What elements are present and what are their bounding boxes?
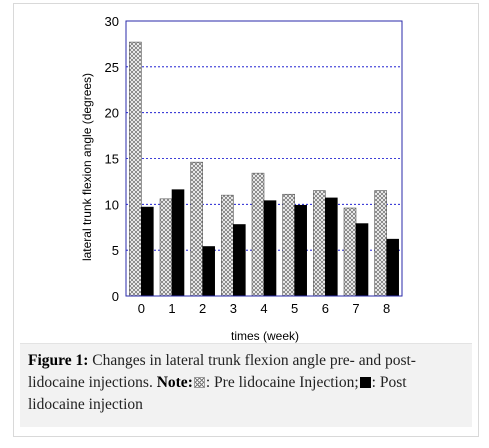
y-tick-labels: 0 5 10 15 20 25 30: [105, 14, 119, 304]
caption-label: Figure 1:: [28, 352, 89, 369]
bars: [129, 41, 399, 297]
post-injection-swatch: [359, 377, 371, 388]
y-tick-label: 15: [105, 152, 119, 167]
x-tick-label: 8: [383, 301, 390, 316]
y-tick-label: 25: [105, 60, 119, 75]
y-tick-label: 20: [105, 106, 119, 121]
y-tick-label: 0: [112, 289, 119, 304]
y-tick-label: 10: [105, 197, 119, 212]
y-axis-title: lateral trunk flexion angle (degrees): [80, 73, 94, 261]
post-injection-bar: [171, 189, 185, 297]
pre-injection-bar: [221, 194, 234, 297]
x-tick-label: 2: [199, 301, 206, 316]
pre-injection-swatch: [193, 377, 205, 388]
caption-post-text: : Post lidocaine injection: [28, 374, 407, 413]
x-tick-label: 0: [138, 301, 145, 316]
figure-caption: Figure 1: Changes in lateral trunk flexi…: [20, 343, 472, 427]
x-axis-title: times (week): [231, 329, 299, 343]
post-injection-bar: [202, 246, 215, 297]
post-injection-bar: [263, 200, 277, 297]
x-tick-labels: 0 1 2 3 4 5 6 7 8: [138, 301, 391, 316]
pre-injection-bar: [313, 190, 326, 297]
pre-injection-bar: [190, 161, 203, 297]
post-injection-bar: [141, 206, 154, 297]
bar-chart: 0 5 10 15 20 25 30 0 1 2 3 4 5 6 7 8 lateral trunk fle…: [80, 14, 403, 343]
post-injection-bar: [294, 204, 307, 297]
post-injection-bar: [325, 197, 338, 297]
pre-injection-bar: [282, 193, 295, 297]
post-injection-bar: [355, 223, 369, 297]
caption-note-label: Note:: [156, 374, 193, 391]
caption-pre-text: : Pre lidocaine Injection;: [205, 374, 359, 391]
pre-injection-bar: [343, 207, 357, 297]
plot-area-frame: [125, 20, 403, 297]
pre-injection-bar: [374, 190, 387, 297]
x-tick-label: 3: [230, 301, 237, 316]
post-injection-bar: [386, 238, 399, 297]
y-tick-label: 5: [112, 243, 119, 258]
caption-text: Changes in lateral trunk flexion angle p…: [28, 352, 416, 391]
post-injection-bar: [233, 224, 246, 297]
pre-injection-bar: [159, 198, 173, 297]
x-tick-label: 6: [322, 301, 329, 316]
x-tick-label: 5: [291, 301, 298, 316]
x-tick-label: 7: [352, 301, 359, 316]
pre-injection-bar: [129, 41, 142, 297]
y-tick-label: 30: [105, 14, 119, 29]
x-tick-label: 4: [260, 301, 267, 316]
pre-injection-bar: [251, 172, 265, 297]
x-tick-label: 1: [168, 301, 175, 316]
